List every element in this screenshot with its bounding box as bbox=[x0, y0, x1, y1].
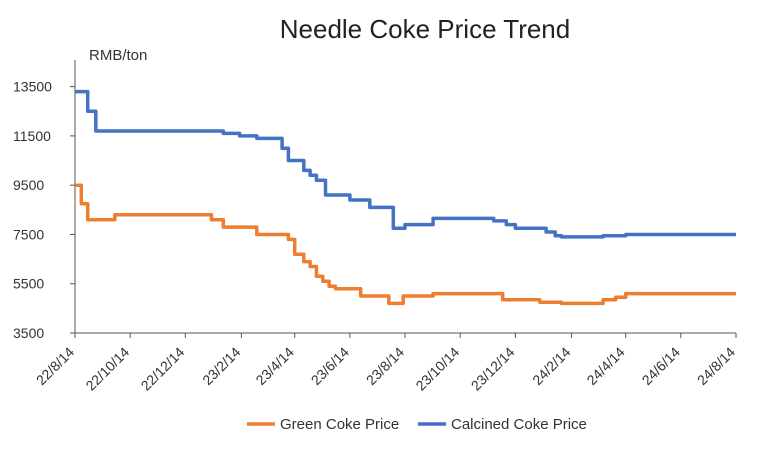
y-tick-label: 13500 bbox=[13, 79, 52, 95]
x-tick-label: 23/2/14 bbox=[199, 344, 243, 388]
legend: Green Coke Price Calcined Coke Price bbox=[247, 416, 587, 433]
x-tick-label: 22/8/14 bbox=[33, 344, 77, 388]
y-tick-label: 5500 bbox=[13, 276, 44, 292]
x-tick-label: 24/6/14 bbox=[639, 344, 683, 388]
x-tick-label: 23/4/14 bbox=[253, 344, 297, 388]
legend-label-calcined-coke-price: Calcined Coke Price bbox=[451, 416, 587, 433]
series-lines bbox=[75, 89, 736, 306]
chart-title: Needle Coke Price Trend bbox=[280, 14, 570, 44]
y-unit-label: RMB/ton bbox=[89, 47, 147, 64]
series-line-green-coke-price bbox=[75, 183, 736, 306]
x-tick-labels: 22/8/14 22/10/14 22/12/14 23/2/14 23/4/14 23/… bbox=[33, 333, 738, 394]
x-tick-label: 24/4/14 bbox=[583, 344, 627, 388]
y-tick-label: 3500 bbox=[13, 325, 44, 341]
series-line-calcined-coke-price bbox=[75, 89, 736, 239]
y-tick-label: 11500 bbox=[13, 128, 51, 144]
y-tick-label: 9500 bbox=[13, 177, 44, 193]
x-tick-label: 23/8/14 bbox=[363, 344, 407, 388]
x-tick-label: 22/10/14 bbox=[82, 344, 132, 394]
x-tick-label: 23/12/14 bbox=[468, 344, 518, 394]
x-tick-label: 23/10/14 bbox=[412, 344, 462, 394]
x-tick-label: 24/2/14 bbox=[529, 344, 573, 388]
legend-label-green-coke-price: Green Coke Price bbox=[280, 416, 399, 433]
y-tick-label: 7500 bbox=[13, 226, 44, 242]
x-tick-label: 22/12/14 bbox=[138, 344, 188, 394]
x-tick-label: 23/6/14 bbox=[308, 344, 352, 388]
x-tick-label: 24/8/14 bbox=[694, 344, 738, 388]
y-tick-labels: 3500 5500 7500 9500 11500 13500 bbox=[13, 79, 75, 341]
